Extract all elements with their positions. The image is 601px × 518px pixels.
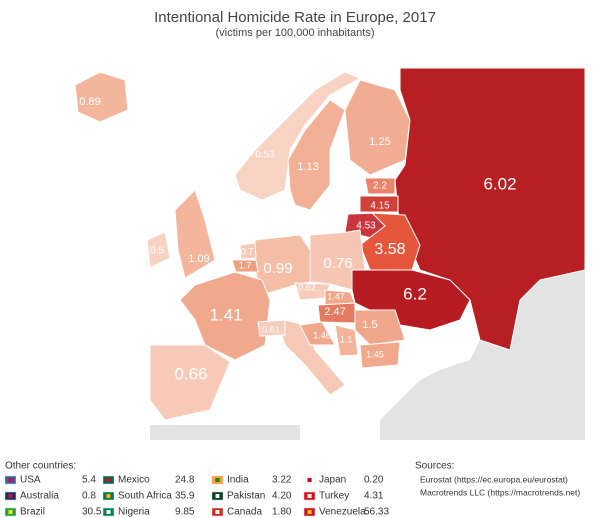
country-shape — [146, 231, 171, 269]
country-value: 0.61 — [262, 324, 280, 334]
country-shape — [174, 189, 216, 279]
flag-detail — [307, 478, 312, 482]
country-rate: 5.4 — [82, 475, 96, 486]
country-value: 0.66 — [174, 364, 207, 383]
sources-heading: Sources: — [415, 461, 454, 472]
country-name: Australia — [20, 491, 59, 502]
country-name: Japan — [319, 475, 346, 486]
country-shape — [257, 319, 286, 337]
country-value: 6.2 — [403, 284, 427, 303]
title: Intentional Homicide Rate in Europe, 201… — [154, 9, 436, 26]
country-shape — [359, 195, 399, 213]
country-value: 1.47 — [327, 291, 345, 301]
country-value: 1.41 — [209, 305, 242, 324]
country-name: India — [227, 475, 249, 486]
country-value: 0.89 — [79, 96, 100, 108]
country-value: 1.46 — [313, 330, 331, 340]
country-name: Turkey — [319, 491, 349, 502]
country-shape — [287, 99, 346, 211]
non-data-land — [380, 270, 585, 440]
country-rate: 1.80 — [272, 507, 292, 518]
non-data-land — [150, 425, 300, 440]
country-shape — [234, 71, 362, 201]
country-shape — [231, 259, 259, 273]
country-value: 4.15 — [370, 201, 390, 212]
country-shape — [364, 177, 396, 195]
country-value: 0.76 — [323, 255, 352, 272]
country-name: Canada — [227, 507, 262, 518]
country-value: 1.13 — [297, 161, 318, 173]
country-name: Venezuela — [319, 507, 366, 518]
country-value: 0.7 — [241, 246, 254, 256]
subtitle: (victims per 100,000 inhabitants) — [216, 27, 375, 39]
country-value: 1.09 — [188, 253, 209, 265]
country-value: 0.5 — [150, 246, 164, 257]
flag-detail — [307, 494, 312, 498]
country-value: 2.47 — [324, 306, 345, 318]
country-shape — [299, 321, 336, 346]
country-rate: 30.5 — [82, 507, 102, 518]
country-rate: 24.8 — [175, 475, 195, 486]
country-value: 3.58 — [374, 241, 405, 258]
country-rate: 4.31 — [364, 491, 384, 502]
flag-detail — [8, 510, 13, 514]
source: Eurostat (https://ec.europa.eu/eurostat) — [420, 474, 568, 484]
country-name: Nigeria — [118, 507, 150, 518]
flag-detail — [215, 478, 220, 482]
country-value: 0.53 — [255, 150, 275, 161]
country-value: 0.99 — [263, 260, 292, 277]
flag-detail — [8, 494, 13, 498]
flag-detail — [215, 494, 220, 498]
country-rate: 0.20 — [364, 475, 384, 486]
country-shape — [359, 341, 401, 369]
country-value: 6.02 — [483, 174, 516, 193]
country-rate: 35.9 — [175, 491, 195, 502]
country-name: Brazil — [20, 507, 45, 518]
flag-detail — [307, 510, 312, 514]
other-heading: Other countries: — [5, 461, 76, 472]
country-rate: 0.8 — [82, 491, 96, 502]
country-name: USA — [20, 475, 41, 486]
flag-detail — [106, 478, 111, 482]
country-name: South Africa — [118, 491, 172, 502]
flag-detail — [106, 510, 111, 514]
country-value: 1.7 — [239, 260, 252, 270]
country-shape — [149, 344, 231, 421]
country-shape — [74, 71, 129, 123]
country-name: Pakistan — [227, 491, 265, 502]
country-value: 0.62 — [298, 282, 316, 292]
flag-detail — [215, 510, 220, 514]
flag-detail — [8, 478, 13, 482]
country-shape — [334, 324, 359, 357]
country-shape — [179, 271, 271, 361]
country-rate: 56.33 — [364, 507, 389, 518]
country-value: 4.53 — [356, 221, 376, 232]
country-value: 1.45 — [366, 349, 384, 359]
source: Macrotrends LLC (https://macrotrends.net… — [420, 487, 580, 497]
country-name: Mexico — [118, 475, 150, 486]
country-value: 1.1 — [340, 334, 353, 344]
country-rate: 4.20 — [272, 491, 292, 502]
country-rate: 3.22 — [272, 475, 292, 486]
country-rate: 9.85 — [175, 507, 195, 518]
country-value: 1.5 — [362, 319, 377, 331]
flag-detail — [106, 494, 111, 498]
country-value: 1.25 — [369, 136, 390, 148]
country-value: 2.2 — [373, 181, 387, 192]
country-shape — [239, 242, 257, 260]
